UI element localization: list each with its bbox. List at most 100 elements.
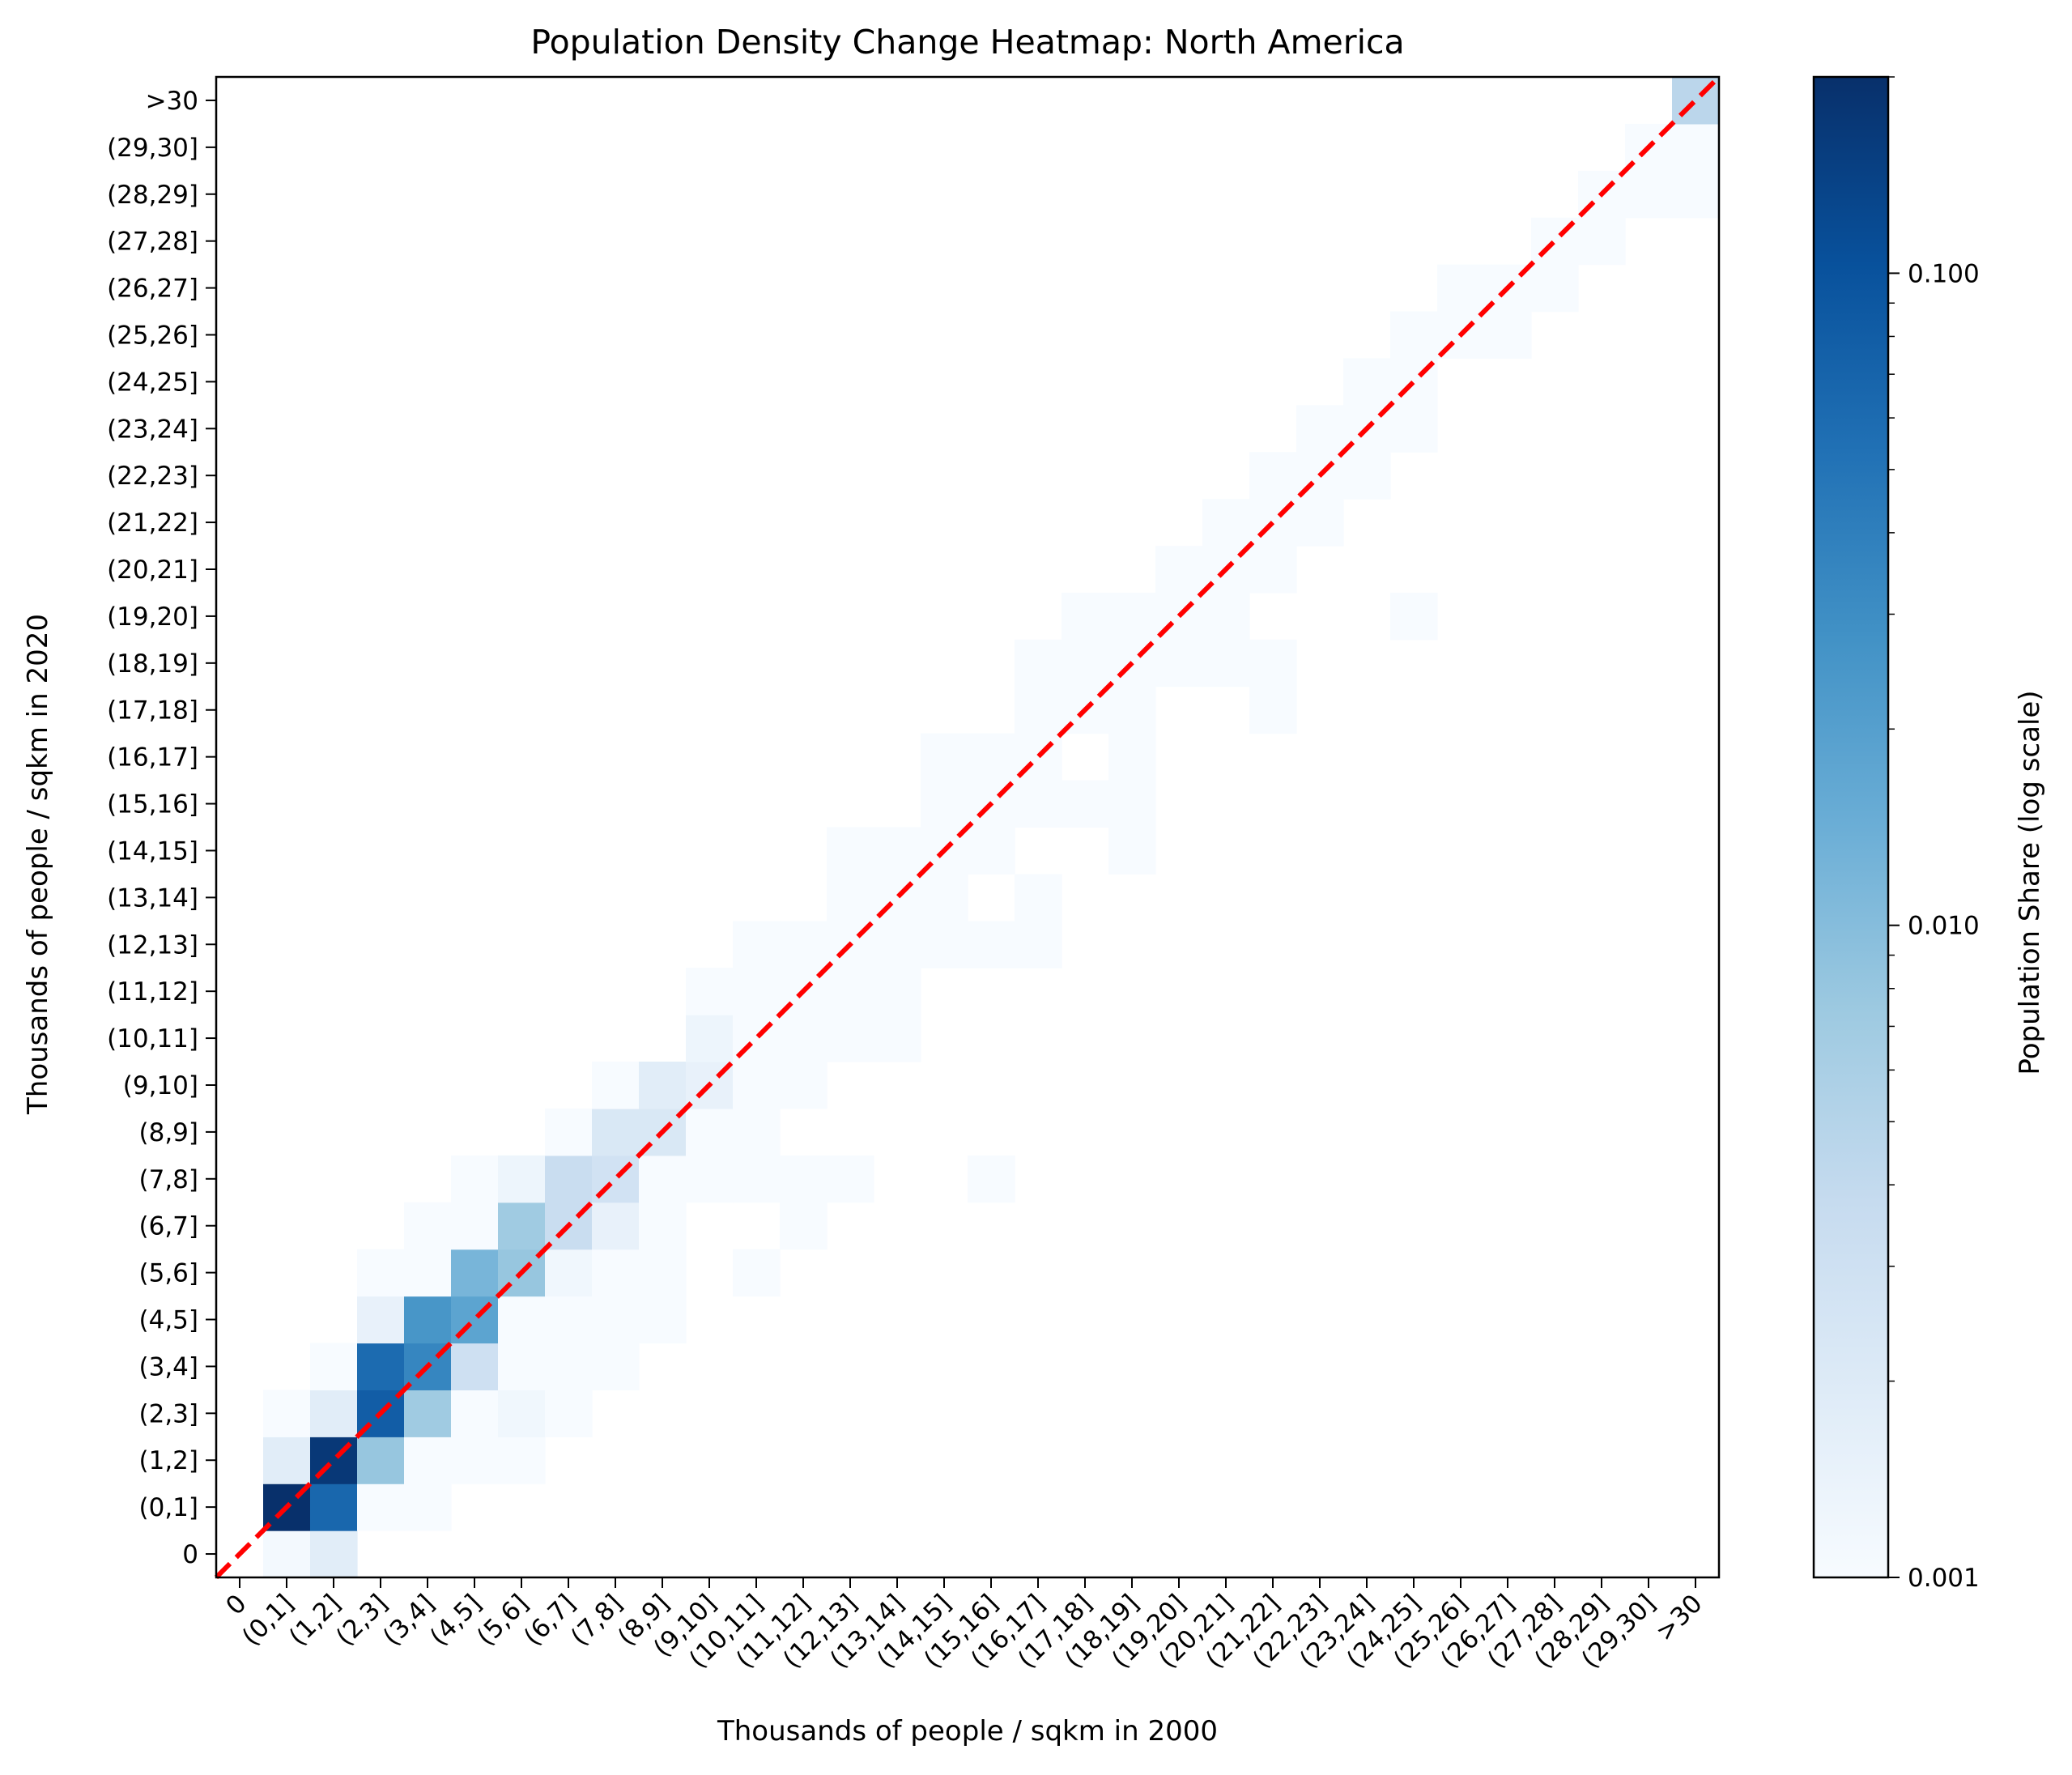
heatmap-cell: [263, 1437, 311, 1484]
colorbar: [1814, 77, 1888, 1577]
heatmap-cell: [921, 874, 968, 922]
heatmap-cell: [1015, 921, 1062, 968]
heatmap-cell: [874, 968, 921, 1015]
chart-title: Population Density Change Heatmap: North…: [530, 23, 1404, 62]
x-tick-label: (2,3]: [330, 1589, 393, 1651]
heatmap-cell: [968, 921, 1015, 968]
heatmap-cell: [357, 1343, 405, 1390]
heatmap-cell: [357, 1437, 405, 1484]
heatmap-cell: [498, 1296, 546, 1344]
colorbar-tick-label: 0.001: [1908, 1564, 1980, 1593]
heatmap-cell: [733, 968, 781, 1015]
x-tick-label: (3,4]: [377, 1589, 440, 1651]
heatmap-cell: [780, 1062, 828, 1109]
heatmap-cell: [968, 827, 1015, 875]
heatmap-cell: [498, 1202, 546, 1250]
heatmap-cell: [1390, 592, 1438, 641]
heatmap-cell: [1390, 311, 1438, 360]
heatmap-cell: [263, 1530, 311, 1578]
heatmap-cell: [592, 1062, 640, 1109]
heatmap-cell: [639, 1155, 687, 1203]
y-tick-label: 0: [182, 1540, 198, 1569]
heatmap-cell: [1108, 733, 1156, 781]
y-tick-label: (8,9]: [139, 1118, 199, 1147]
y-tick-label: (26,27]: [107, 275, 198, 304]
heatmap-cell: [592, 1296, 640, 1344]
heatmap-cell: [639, 1062, 687, 1109]
x-tick-label: (1,2]: [283, 1589, 346, 1651]
heatmap-cell: [686, 968, 734, 1015]
heatmap-cell: [357, 1483, 405, 1531]
y-tick-label: (12,13]: [107, 930, 198, 960]
colorbar-tick-label: 0.010: [1908, 912, 1980, 941]
heatmap-cell: [780, 1202, 828, 1250]
heatmap-cell: [827, 827, 874, 875]
y-tick-label: (18,19]: [107, 649, 198, 679]
heatmap-cell: [921, 921, 968, 968]
x-tick-label: (6,7]: [518, 1589, 581, 1651]
heatmap-cell: [404, 1483, 452, 1531]
heatmap-cell: [1249, 546, 1297, 594]
heatmap-cell: [733, 1249, 781, 1297]
heatmap-cell: [451, 1249, 499, 1297]
heatmap-cell: [1108, 592, 1156, 641]
heatmap-cell: [357, 1296, 405, 1344]
y-tick-label: (4,5]: [139, 1306, 199, 1335]
y-tick-label: (0,1]: [139, 1493, 199, 1522]
y-axis-ticks: 0 (0,1] (1,2] (2,3] (3,4] (4,5] (5,6] (6,7] (7,8…: [107, 87, 216, 1569]
heatmap-cell: [827, 1015, 874, 1062]
heatmap-cell: [1062, 639, 1109, 687]
heatmap-cell: [1155, 639, 1203, 687]
heatmap-cell: [733, 1108, 781, 1156]
y-tick-label: (29,30]: [107, 134, 198, 163]
heatmap-cell: [545, 1296, 593, 1344]
heatmap-cell: [1108, 686, 1156, 734]
y-tick-label: >30: [146, 87, 198, 116]
heatmap-cell: [780, 921, 828, 968]
heatmap-cell: [1249, 639, 1297, 687]
y-tick-label: (6,7]: [139, 1212, 199, 1241]
y-tick-label: (16,17]: [107, 743, 198, 773]
heatmap-cell: [1343, 452, 1391, 500]
diagonal-reference-line: [214, 74, 1721, 1580]
heatmap-cell: [921, 780, 968, 828]
heatmap-cell: [592, 1343, 640, 1390]
heatmap-cell: [827, 968, 874, 1015]
x-tick-label: (7,8]: [565, 1589, 628, 1651]
y-tick-label: (15,16]: [107, 790, 198, 819]
y-tick-label: (22,23]: [107, 462, 198, 491]
heatmap-cell: [1202, 592, 1250, 641]
y-tick-label: (20,21]: [107, 555, 198, 585]
heatmap-cell: [1296, 499, 1344, 547]
heatmap-cell: [1108, 827, 1156, 875]
x-tick-label: (5,6]: [471, 1589, 534, 1651]
heatmap-cell: [921, 733, 968, 781]
heatmap-cell: [1062, 592, 1109, 641]
heatmap-cell: [310, 1343, 358, 1390]
y-tick-label: (21,22]: [107, 509, 198, 538]
heatmap-cell: [733, 1062, 781, 1109]
heatmap-cell: [545, 1390, 593, 1437]
heatmap-cell: [1625, 170, 1673, 219]
heatmap-cell: [1249, 686, 1297, 734]
y-tick-label: (27,28]: [107, 228, 198, 257]
heatmap-cell: [1249, 452, 1297, 500]
y-tick-label: (2,3]: [139, 1399, 199, 1428]
heatmap-cell: [592, 1202, 640, 1250]
heatmap-cell: [1015, 874, 1062, 922]
heatmap-cell: [639, 1202, 687, 1250]
y-tick-label: (14,15]: [107, 836, 198, 866]
heatmap-cell: [1437, 264, 1485, 313]
heatmap-cell: [874, 921, 921, 968]
y-tick-label: (19,20]: [107, 602, 198, 632]
heatmap-cell: [686, 1015, 734, 1062]
heatmap-cell: [1015, 639, 1062, 687]
heatmap-cell: [451, 1390, 499, 1437]
heatmap-cell: [357, 1249, 405, 1297]
colorbar-frame: [1812, 75, 1890, 1579]
heatmap-cells: [263, 77, 1720, 1578]
colorbar-label: Population Share (log scale): [2014, 690, 2046, 1075]
heatmap-cell: [1531, 264, 1579, 313]
heatmap-cell: [780, 1015, 828, 1062]
x-axis-label: Thousands of people / sqkm in 2000: [717, 1715, 1218, 1747]
